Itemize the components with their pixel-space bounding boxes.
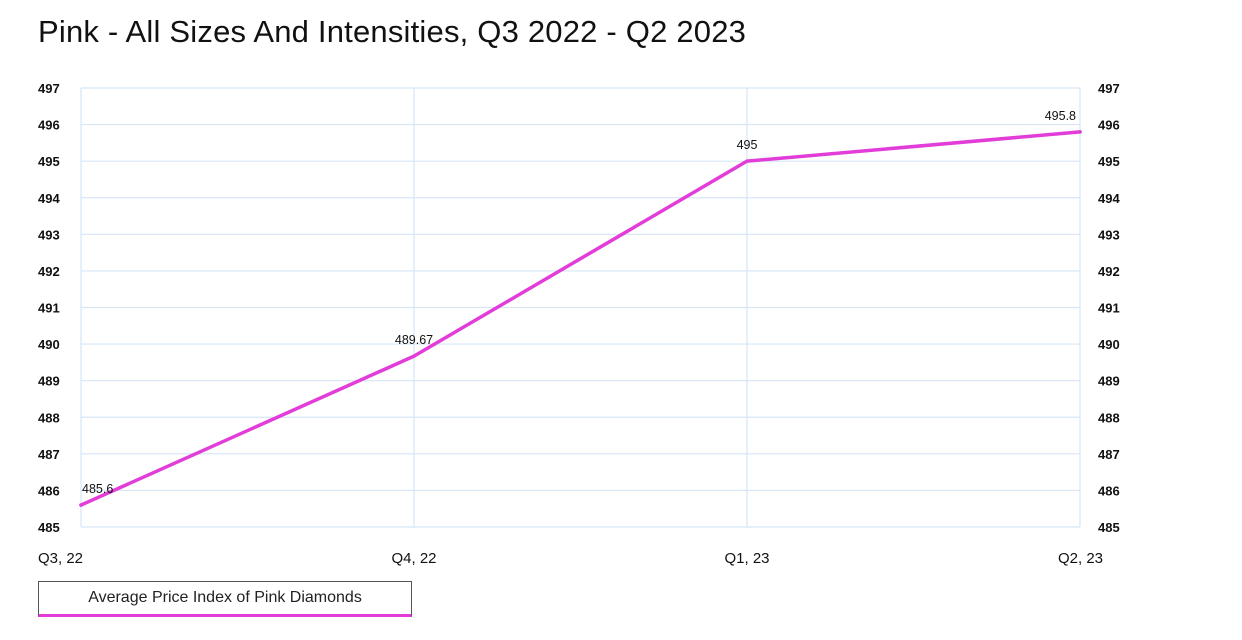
data-point	[745, 159, 749, 163]
x-tick-label: Q4, 22	[391, 550, 436, 567]
y-tick-label-right: 485	[1098, 520, 1120, 535]
y-tick-label-left: 491	[38, 301, 60, 316]
y-tick-label-right: 488	[1098, 410, 1120, 425]
x-tick-label: Q1, 23	[724, 550, 769, 567]
legend-label: Average Price Index of Pink Diamonds	[88, 589, 362, 606]
y-tick-label-left: 489	[38, 374, 60, 389]
data-label: 495	[737, 138, 758, 152]
data-point	[1078, 130, 1082, 134]
y-tick-label-left: 488	[38, 410, 60, 425]
series-line	[79, 130, 1082, 507]
y-tick-label-left: 497	[38, 81, 60, 96]
data-label: 495.8	[1045, 109, 1076, 123]
y-tick-label-right: 489	[1098, 374, 1120, 389]
y-tick-label-right: 494	[1098, 191, 1120, 206]
y-tick-label-left: 494	[38, 191, 60, 206]
y-tick-label-left: 485	[38, 520, 60, 535]
data-point	[412, 354, 416, 358]
x-tick-label: Q2, 23	[1058, 550, 1103, 567]
y-tick-label-left: 486	[38, 483, 60, 498]
legend-item[interactable]: Average Price Index of Pink Diamonds	[38, 581, 412, 617]
y-tick-label-right: 493	[1098, 227, 1120, 242]
y-tick-label-left: 495	[38, 154, 60, 169]
y-tick-label-right: 491	[1098, 301, 1120, 316]
y-tick-label-left: 487	[38, 447, 60, 462]
y-tick-label-right: 492	[1098, 264, 1120, 279]
y-tick-label-right: 487	[1098, 447, 1120, 462]
y-tick-label-right: 486	[1098, 483, 1120, 498]
y-tick-label-left: 496	[38, 118, 60, 133]
y-tick-label-left: 492	[38, 264, 60, 279]
data-point	[79, 503, 83, 507]
y-tick-label-left: 490	[38, 337, 60, 352]
y-tick-label-right: 496	[1098, 118, 1120, 133]
data-label: 489.67	[395, 333, 433, 347]
data-label: 485.6	[82, 482, 113, 496]
chart-title: Pink - All Sizes And Intensities, Q3 202…	[38, 14, 747, 49]
y-tick-label-right: 495	[1098, 154, 1120, 169]
y-tick-label-right: 497	[1098, 81, 1120, 96]
x-tick-label: Q3, 22	[38, 550, 83, 567]
y-tick-label-right: 490	[1098, 337, 1120, 352]
y-tick-label-left: 493	[38, 227, 60, 242]
